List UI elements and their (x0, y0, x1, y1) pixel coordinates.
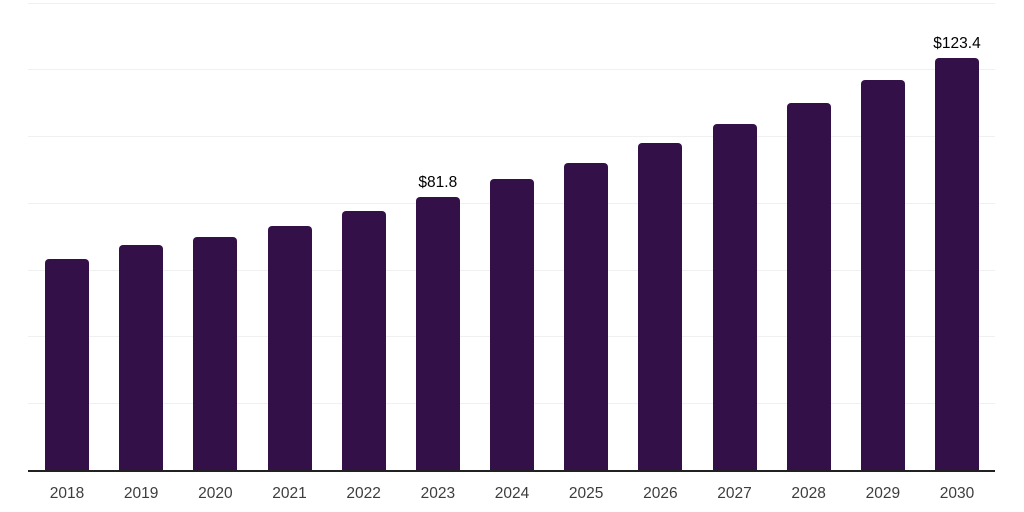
x-tick-label-2020: 2020 (198, 485, 233, 502)
bar-2023 (415, 196, 460, 470)
bar-2022 (341, 211, 386, 470)
bar-2019 (119, 245, 164, 470)
bar-2030 (935, 57, 979, 470)
bar-2025 (564, 163, 609, 470)
bar-2024 (490, 179, 534, 470)
x-tick-label-2028: 2028 (791, 485, 826, 502)
x-tick-label-2025: 2025 (568, 485, 604, 502)
bar-2020 (193, 236, 238, 470)
gridline (28, 136, 995, 138)
x-tick-label-2029: 2029 (865, 485, 901, 502)
x-axis-line (28, 469, 995, 472)
x-tick-label-2027: 2027 (717, 485, 752, 502)
x-tick-label-2023: 2023 (420, 485, 456, 502)
plot-area: 2018 2019 2020 2021 2022 $81.8 2023 2024 2025 202… (28, 0, 995, 512)
bar-2027 (712, 123, 757, 470)
gridline (28, 69, 995, 71)
x-tick-label-2030: 2030 (939, 485, 975, 502)
gridline (28, 2, 995, 4)
x-tick-label-2018: 2018 (49, 485, 85, 502)
value-label-2023: $81.8 (418, 173, 458, 191)
x-tick-label-2024: 2024 (494, 485, 530, 502)
x-tick-label-2019: 2019 (123, 485, 159, 502)
x-tick-label-2022: 2022 (346, 485, 381, 502)
bar-2026 (638, 143, 683, 470)
value-label-2030: $123.4 (933, 34, 981, 52)
bar-2018 (45, 258, 89, 470)
bar-2028 (786, 103, 831, 470)
x-tick-label-2021: 2021 (272, 485, 307, 502)
bar-2021 (267, 226, 312, 470)
bar-2029 (860, 79, 905, 470)
x-tick-label-2026: 2026 (643, 485, 678, 502)
